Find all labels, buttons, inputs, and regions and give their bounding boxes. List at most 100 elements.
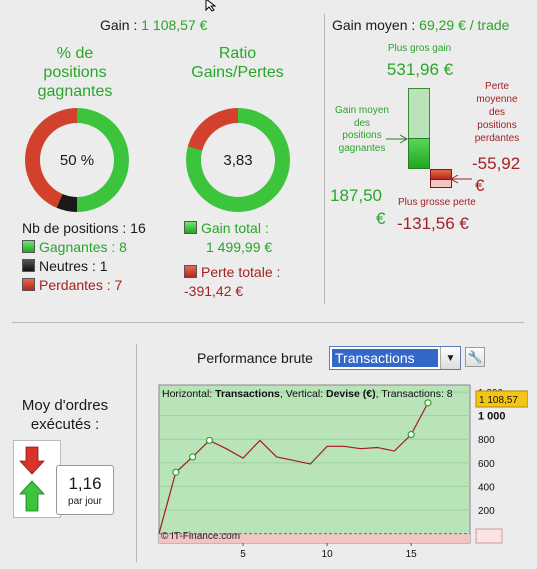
performance-select[interactable]: Transactions ▼ [329,346,461,370]
x-tick-label: 15 [406,549,418,560]
chart-header-part: , Vertical: [280,388,326,400]
label-line: Gain moyen [335,105,389,116]
gagnantes-label: Gagnantes : 8 [39,239,127,255]
chart-header-part: Horizontal: [162,388,215,400]
orders-value: 1,16 [68,474,102,493]
data-point [424,399,432,407]
nb-positions: Nb de positions : 16 [22,220,146,236]
orders-card [13,440,61,518]
series-line [158,402,429,534]
orders-unit: par jour [68,496,102,507]
perte-totale-label: Perte totale : [201,264,281,280]
gain-moyen-header: Gain moyen : 69,29 € / trade [332,17,509,33]
label-line: des [488,107,506,118]
chart-header-part: Devise (€) [326,388,376,400]
last-value-badge [475,390,528,408]
orders-title: Moy d'ordres exécutés : [5,396,125,434]
ratio-title-line: Ratio [218,45,257,62]
perte-moyenne-value: -55,92 € [472,153,520,197]
horizontal-divider [12,322,524,323]
pct-winning-title: % de positions gagnantes [20,44,130,101]
negative-value-badge [475,528,503,544]
up-down-arrows-icon [19,446,45,512]
value-line: 187,50 [330,186,382,205]
plus-grosse-perte-label: Plus grosse perte [398,197,476,208]
perdantes-label: Perdantes : 7 [39,277,123,293]
data-point [205,436,214,445]
pct-winning-donut: 50 % [25,108,129,212]
gain-moyen-label: Gain moyen : [332,17,416,33]
gain-moyen-positions-value: 187,50 € [330,184,385,230]
black-square-icon [22,259,35,272]
plus-gros-gain-label: Plus gros gain [387,43,452,54]
value-line: € [475,176,485,195]
last-value-label: 1 108,57 [479,395,518,406]
perte-totale: Perte totale : [184,263,280,282]
pct-title-line: gagnantes [37,83,113,100]
bottom-vertical-divider [136,344,137,562]
title-line: exécutés : [30,416,100,433]
gain-moyen-arrow-icon [386,134,409,144]
gain-value: 1 108,57 € [141,17,208,33]
ratio-donut: 3,83 [186,108,290,212]
gain-total: Gain total : [184,219,280,238]
value-line: € [376,209,386,228]
data-point [407,430,415,439]
ratio-value: 3,83 [201,123,275,197]
label-line: Perte [485,81,509,92]
loss-bar-lower [430,179,452,188]
wrench-icon[interactable]: 🔧 [465,347,485,367]
green-square-icon [184,221,197,234]
neutres-label: Neutres : 1 [39,258,108,274]
plot-area [158,384,471,544]
label-line: moyenne [476,94,518,105]
position-counts: Nb de positions : 16 Gagnantes : 8 Neutr… [22,219,146,295]
label-line: positions [342,130,382,141]
performance-label: Performance brute [197,350,313,366]
gain-label: Gain : [100,17,138,33]
chevron-down-icon[interactable]: ▼ [440,347,460,369]
orders-value-box: 1,16 par jour [56,465,114,515]
perte-moyenne-arrow-icon [450,174,472,184]
y-tick-label: 800 [478,435,495,446]
data-point [189,453,197,461]
red-square-icon [184,265,197,278]
y-tick-label: 600 [478,459,495,470]
y-tick-label: 1 000 [478,411,506,423]
plus-gros-gain-value: 531,96 € [386,60,454,79]
legend-neutres: Neutres : 1 [22,257,146,276]
gain-moyen-value: 69,29 € / trade [419,17,510,33]
value-line: -55,92 [472,154,521,173]
mouse-cursor-icon [205,0,219,17]
chart-header: Horizontal: Transactions, Vertical: Devi… [162,388,453,400]
gain-bar-lower [408,138,430,169]
gain-bar-upper [408,88,430,139]
legend-perdantes: Perdantes : 7 [22,276,146,295]
green-square-icon [22,240,35,253]
chart-svg: 1 2001 0008006004002000-1051015Horizonta… [158,384,528,560]
label-line: des [353,117,371,129]
title-line: Moy d'ordres [21,397,109,414]
label-line: positions [477,120,517,131]
negative-zone [159,533,470,543]
legend-gagnantes: Gagnantes : 8 [22,238,146,257]
pct-title-line: positions [43,64,107,81]
label-line: gagnantes [338,142,386,154]
data-point [172,468,180,476]
chart-header-part: , Transactions: 8 [376,388,453,400]
top-vertical-divider [324,14,325,304]
gain-total-value: 1 499,99 € [206,239,273,255]
performance-selected: Transactions [332,349,438,367]
x-tick-label: 10 [322,549,334,560]
gain-header: Gain : 1 108,57 € [100,17,207,33]
perte-totale-value: -391,42 € [184,283,244,299]
performance-chart: 1 2001 0008006004002000-1051015Horizonta… [156,383,528,568]
chart-header-part: Transactions [215,388,280,400]
y-tick-label: 200 [478,506,495,517]
ratio-title-line: Gains/Pertes [191,64,284,81]
ratio-title: Ratio Gains/Pertes [175,44,300,82]
gain-total-label: Gain total : [201,220,269,236]
copyright-label: © IT-Finance.com [161,531,240,542]
pct-title-line: % de [56,45,94,62]
pct-winning-value: 50 % [40,123,114,197]
